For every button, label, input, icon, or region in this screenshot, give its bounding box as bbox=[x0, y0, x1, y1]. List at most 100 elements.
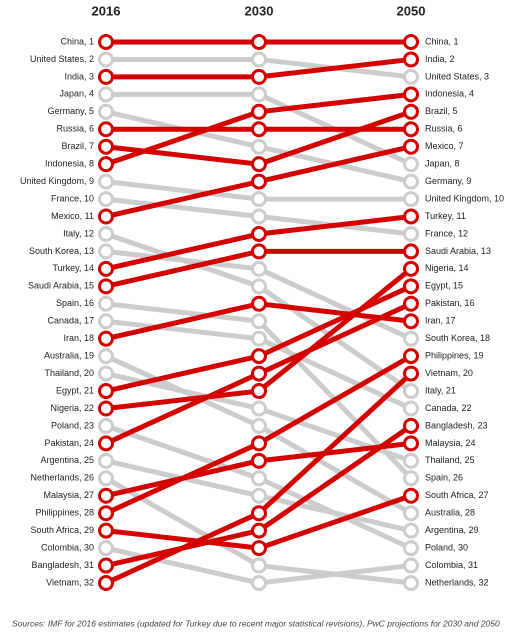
rank-marker bbox=[98, 51, 114, 68]
rank-marker bbox=[98, 452, 114, 469]
rank-marker bbox=[403, 452, 419, 469]
right-label: Malaysia, 24 bbox=[425, 438, 476, 448]
rank-marker bbox=[251, 173, 267, 190]
rank-marker bbox=[98, 138, 114, 155]
rank-marker bbox=[251, 487, 267, 504]
left-label: Nigeria, 22 bbox=[50, 403, 94, 413]
rank-marker bbox=[403, 156, 419, 173]
rank-marker bbox=[251, 575, 267, 591]
left-label: Argentina, 25 bbox=[40, 455, 94, 465]
rank-marker bbox=[403, 348, 419, 365]
right-label: Colombia, 31 bbox=[425, 560, 478, 570]
right-label: Nigeria, 14 bbox=[425, 263, 469, 273]
rank-marker bbox=[251, 34, 267, 50]
rank-marker bbox=[403, 295, 419, 312]
rank-marker bbox=[403, 435, 419, 452]
rank-marker bbox=[251, 330, 267, 347]
rank-marker bbox=[98, 365, 114, 382]
rank-marker bbox=[251, 260, 267, 277]
right-label: Brazil, 5 bbox=[425, 106, 458, 116]
left-label: Spain, 16 bbox=[56, 298, 94, 308]
rank-marker bbox=[403, 330, 419, 347]
left-label: Thailand, 20 bbox=[44, 368, 94, 378]
rank-marker bbox=[98, 417, 114, 434]
left-label: Indonesia, 8 bbox=[45, 159, 94, 169]
right-label: South Korea, 18 bbox=[425, 333, 490, 343]
right-label: Turkey, 11 bbox=[425, 211, 466, 221]
left-label: Colombia, 30 bbox=[41, 542, 94, 552]
rank-marker bbox=[98, 68, 114, 85]
column-header: 2030 bbox=[245, 3, 274, 18]
rank-marker bbox=[98, 121, 114, 138]
left-label: Canada, 17 bbox=[47, 316, 94, 326]
right-label: Saudi Arabia, 13 bbox=[425, 246, 491, 256]
rank-marker bbox=[98, 522, 114, 539]
left-label: Saudi Arabia, 15 bbox=[28, 281, 94, 291]
rank-marker bbox=[251, 138, 267, 155]
right-label: Russia, 6 bbox=[425, 124, 463, 134]
right-label: Japan, 8 bbox=[425, 159, 460, 169]
right-label: South Africa, 27 bbox=[425, 490, 489, 500]
right-label: Pakistan, 16 bbox=[425, 298, 475, 308]
left-label: United States, 2 bbox=[30, 54, 94, 64]
right-label: United States, 3 bbox=[425, 71, 489, 81]
right-label: Poland, 30 bbox=[425, 542, 468, 552]
left-label: Turkey, 14 bbox=[52, 263, 94, 273]
rank-marker bbox=[403, 260, 419, 277]
rank-marker bbox=[251, 522, 267, 539]
rank-marker bbox=[98, 348, 114, 365]
rank-marker bbox=[403, 313, 419, 330]
rank-marker bbox=[98, 540, 114, 557]
rank-marker bbox=[98, 383, 114, 400]
rank-marker bbox=[403, 103, 419, 120]
right-label: Spain, 26 bbox=[425, 473, 463, 483]
rank-marker bbox=[98, 208, 114, 225]
rank-marker bbox=[403, 138, 419, 155]
rank-marker bbox=[251, 383, 267, 400]
rank-marker bbox=[98, 487, 114, 504]
rank-marker bbox=[403, 383, 419, 400]
rank-marker bbox=[251, 435, 267, 452]
left-label: Pakistan, 24 bbox=[44, 438, 94, 448]
rank-marker bbox=[403, 191, 419, 208]
right-label: India, 2 bbox=[425, 54, 455, 64]
left-label: United Kingdom, 9 bbox=[20, 176, 94, 186]
rank-marker bbox=[251, 86, 267, 103]
right-label: China, 1 bbox=[425, 36, 459, 46]
rank-marker bbox=[403, 34, 419, 50]
right-label: Philippines, 19 bbox=[425, 351, 484, 361]
right-label: Argentina, 29 bbox=[425, 525, 479, 535]
rank-marker bbox=[98, 557, 114, 574]
rank-marker bbox=[98, 295, 114, 312]
rank-marker bbox=[403, 400, 419, 417]
rank-marker bbox=[403, 86, 419, 103]
rank-marker bbox=[403, 278, 419, 295]
rank-marker bbox=[403, 173, 419, 190]
rank-marker bbox=[403, 365, 419, 382]
rank-marker bbox=[98, 156, 114, 173]
column-header: 2050 bbox=[397, 3, 426, 18]
right-label: Canada, 22 bbox=[425, 403, 472, 413]
rank-marker bbox=[403, 208, 419, 225]
rank-marker bbox=[98, 575, 114, 591]
rank-marker bbox=[403, 51, 419, 68]
right-label: Bangladesh, 23 bbox=[425, 420, 488, 430]
right-label: Vietnam, 20 bbox=[425, 368, 473, 378]
rank-marker bbox=[251, 540, 267, 557]
rank-marker bbox=[403, 417, 419, 434]
right-label: France, 12 bbox=[425, 228, 468, 238]
left-label: Australia, 19 bbox=[44, 351, 94, 361]
rank-marker bbox=[98, 313, 114, 330]
right-label: Netherlands, 32 bbox=[425, 577, 489, 587]
right-label: Indonesia, 4 bbox=[425, 89, 474, 99]
rank-marker bbox=[98, 400, 114, 417]
left-label: China, 1 bbox=[60, 36, 94, 46]
left-label: Russia, 6 bbox=[56, 124, 94, 134]
rank-marker bbox=[403, 121, 419, 138]
left-label: Mexico, 11 bbox=[51, 211, 94, 221]
right-label: Australia, 28 bbox=[425, 508, 475, 518]
rank-marker bbox=[251, 191, 267, 208]
rank-marker bbox=[403, 522, 419, 539]
left-label: Vietnam, 32 bbox=[46, 577, 94, 587]
